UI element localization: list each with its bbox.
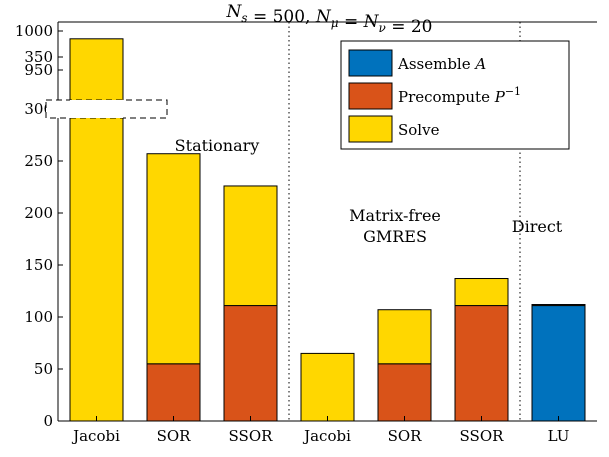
legend-swatch xyxy=(348,82,393,110)
bar-segment xyxy=(454,278,509,307)
x-tick-label: SOR xyxy=(388,427,423,445)
chart-title: Ns = 500, Nμ = Nν = 20 xyxy=(226,2,433,37)
x-tick-label: SSOR xyxy=(460,427,505,445)
legend-label-text: Assemble xyxy=(397,55,475,73)
y-tick-label: 200 xyxy=(24,204,53,222)
title-part: N xyxy=(226,2,243,22)
x-tick-label: LU xyxy=(548,427,570,445)
x-tick-label: SSOR xyxy=(229,427,274,445)
axis-break-gap xyxy=(70,100,123,118)
bar-segment xyxy=(454,305,509,422)
x-tick-label: Jacobi xyxy=(71,427,120,445)
bar-segment xyxy=(377,309,432,365)
title-part: = 500, xyxy=(248,7,316,27)
bar-segment xyxy=(531,304,586,307)
title-part: N xyxy=(315,7,332,27)
legend-label-math: P xyxy=(494,88,506,106)
bar-segment xyxy=(531,305,586,422)
title-subscript: ν xyxy=(379,21,386,35)
group-label-line: Stationary xyxy=(175,136,260,155)
y-tick-label: 250 xyxy=(24,152,53,170)
title-subscript: μ xyxy=(331,16,339,30)
bar-segment xyxy=(300,352,355,422)
bar-segment xyxy=(146,363,201,422)
x-tick-label: SOR xyxy=(157,427,192,445)
bar-segment xyxy=(223,185,278,307)
title-subscript: s xyxy=(241,11,247,25)
legend-label-text: Solve xyxy=(398,121,440,139)
y-tick-label: 150 xyxy=(24,256,53,274)
group-label-line: GMRES xyxy=(363,227,427,246)
title-part: = 20 xyxy=(386,17,433,37)
bar-segment xyxy=(377,363,432,422)
legend-label-text: Precompute xyxy=(398,88,495,106)
legend-label: Solve xyxy=(398,121,440,139)
group-label: Matrix-free GMRES xyxy=(349,206,441,246)
bar-segment xyxy=(146,153,201,365)
bar-segment xyxy=(69,38,124,422)
legend-swatch xyxy=(348,49,393,77)
group-label: Stationary xyxy=(175,136,260,155)
legend-label-math: A xyxy=(473,55,486,73)
legend-label-sup: −1 xyxy=(505,85,521,98)
legend-swatch xyxy=(348,115,393,143)
group-label: Direct xyxy=(512,217,563,236)
y-tick-label: 1000 xyxy=(15,22,53,40)
bar-segment xyxy=(223,305,278,422)
legend-label: Precompute P−1 xyxy=(398,85,521,106)
y-tick-label: 50 xyxy=(34,360,53,378)
y-tick-label: 950 xyxy=(24,61,53,79)
group-label-line: Direct xyxy=(512,217,563,236)
title-part: = xyxy=(339,12,364,32)
y-tick-label: 350 xyxy=(24,48,53,66)
x-tick-label: Jacobi xyxy=(302,427,351,445)
legend-label: Assemble A xyxy=(397,55,486,73)
y-tick-label: 100 xyxy=(24,308,53,326)
group-label-line: Matrix-free xyxy=(349,206,441,225)
y-tick-label: 0 xyxy=(43,412,53,430)
title-part: N xyxy=(363,12,380,32)
